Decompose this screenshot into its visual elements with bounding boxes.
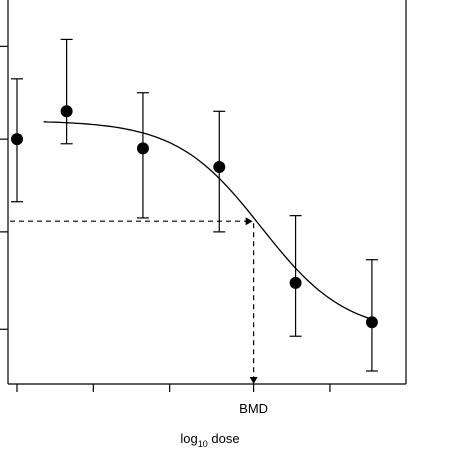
data-point-0 (11, 133, 23, 146)
bmd-guides (10, 217, 258, 384)
x-axis-label-main: log (180, 431, 197, 446)
x-ticks (16, 384, 331, 392)
data-point-1 (60, 105, 73, 118)
bmd-vertical-arrowhead (249, 377, 258, 384)
data-point-5 (365, 316, 378, 329)
y-ticks (0, 45, 8, 330)
x-axis-label-subscript: 10 (198, 439, 208, 449)
axes (7, 0, 407, 385)
bmd-horizontal-arrowhead (245, 217, 253, 226)
bmd-tick-label: BMD (239, 401, 268, 416)
data-point-3 (213, 160, 226, 173)
data-point-4 (289, 276, 302, 289)
data-point-2 (136, 142, 149, 155)
x-axis-label: log10 dose (180, 431, 239, 449)
x-axis-label-rest: dose (208, 431, 240, 446)
error-bars (11, 38, 378, 372)
data-points (11, 105, 378, 329)
fitted-curve (43, 121, 373, 320)
